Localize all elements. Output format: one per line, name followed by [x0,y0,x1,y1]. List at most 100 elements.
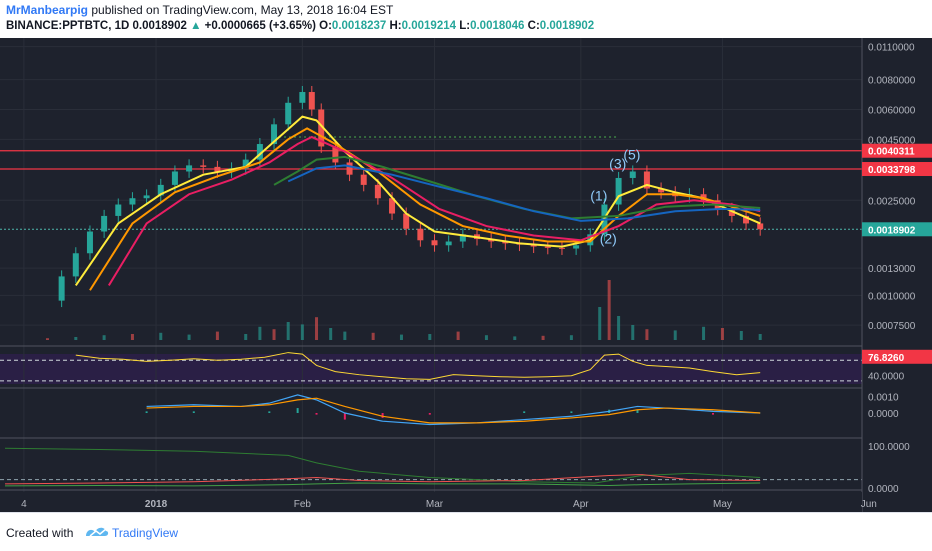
candle-body [629,171,636,178]
macd-histogram-bar [381,413,384,418]
ma_blue-line [287,164,761,222]
candle-body [360,174,367,185]
y-tick-label: 0.0080000 [868,76,916,87]
volume-bar [399,334,403,340]
candle-body [346,162,353,175]
macd-histogram-bar [192,411,195,413]
y-axis-labels: 0.01100000.00800000.00600000.00450000.00… [862,43,932,495]
volume-bar [673,330,677,340]
x-tick-label: May [713,499,732,510]
x-tick-label: Jun [861,499,877,510]
h-value: 0.0019214 [401,20,457,32]
volume-bar [74,337,78,340]
tradingview-link[interactable]: TradingView [112,526,179,540]
macd-histogram-bar [712,413,714,415]
volume-bar [645,329,649,340]
price-badge [862,222,932,237]
h-label: H: [389,20,402,32]
x-tick-label: Mar [426,499,444,510]
y-tick-label: 0.0025000 [868,196,916,207]
y-tick-label: 0.0045000 [868,135,916,146]
volume-bar [130,334,134,340]
volume-bar [569,335,573,340]
candle-body [256,144,263,160]
candle-body [171,171,178,185]
y-tick-label: 0.0110000 [868,43,915,54]
elliott-wave-label: (1) [590,187,607,203]
ema_fast-line [74,115,761,286]
candle-body [318,109,325,147]
time-axis [0,492,862,512]
x-tick-label: 2018 [145,499,168,510]
macd-tick-label: 0.0010 [868,393,899,404]
volume-bar [617,316,621,340]
macd-histogram-bar [343,413,346,420]
macd-histogram-bar [268,411,271,413]
candle-body [58,276,65,301]
x-tick-label: Feb [294,499,312,510]
candle-body [544,246,551,248]
volume-bar [187,334,191,340]
candle-body [573,245,580,249]
created-with-text: Created with [6,526,74,540]
volume-bar [598,307,602,340]
candle-body [86,231,93,254]
candle-body [445,241,452,246]
volume-bar [45,338,49,340]
candle-body [143,195,150,199]
moving-averages [74,115,761,291]
symbol-text: BINANCE:PPTBTC, 1D 0.0018902 [6,20,187,32]
price-axis[interactable] [862,38,932,512]
candle-body [332,146,339,163]
y-tick-label: 0.0010000 [868,291,916,302]
price-badge-label: 0.0040311 [868,147,915,158]
candle-body [615,177,622,205]
price-badge [862,143,932,158]
published-text: published on TradingView.com, May 13, 20… [88,3,394,17]
candle-body [459,234,466,242]
volume-bar [343,331,347,340]
x-tick-label: 4 [21,499,27,510]
dmi-pane [0,447,862,487]
candle-body [743,215,750,224]
candle-body [242,159,249,169]
candle-body [299,92,306,103]
volume-bar [541,335,545,340]
candle-body [200,165,207,167]
candle-body [115,204,122,216]
elliott-labels: (1) (2) (3)(5) [590,147,640,247]
candles [58,85,764,308]
l-value: 0.0018046 [470,20,525,32]
rsi-pane [0,352,862,382]
rsi-level-label: 40.0000 [868,372,905,383]
candle-body [530,244,537,247]
elliott-wave-label: (5) [623,147,640,163]
author-link[interactable]: MrManbearpig [6,3,89,17]
candle-body [403,213,410,229]
candle-body [157,184,164,196]
c-value: 0.0018902 [539,20,595,32]
tradingview-logo-icon [86,527,109,537]
c-label: C: [527,20,540,32]
volume-bar [720,328,724,340]
volume-bar [329,328,333,340]
candle-body [757,223,764,230]
dmi-tick-label: 0.0000 [868,484,899,495]
chart-svg[interactable]: (1) (2) (3)(5) 0.0110000 0.0080000 0.0060000… [0,38,932,512]
volume-bar [631,325,635,340]
o-label: O: [319,20,332,32]
volume-bar [286,322,290,340]
volume-bar [315,317,319,340]
volume-bar [428,334,432,340]
volume-bar [607,280,611,340]
price-lines [0,136,862,230]
macd-histogram-bar [636,409,639,413]
chart-area[interactable]: (1) (2) (3) (5) 0.0110000 0.0080000 0.0060000… [0,38,932,512]
candle-body [308,92,315,110]
symbol-line: BINANCE:PPTBTC, 1D 0.0018902 ▲ +0.000066… [6,20,594,32]
volume-bar [371,332,375,340]
elliott-wave-label: (2) [600,230,617,246]
change-text: +0.0000665 (+3.65%) [204,20,316,32]
volume-bars [45,280,762,340]
volume-bar [272,329,276,340]
